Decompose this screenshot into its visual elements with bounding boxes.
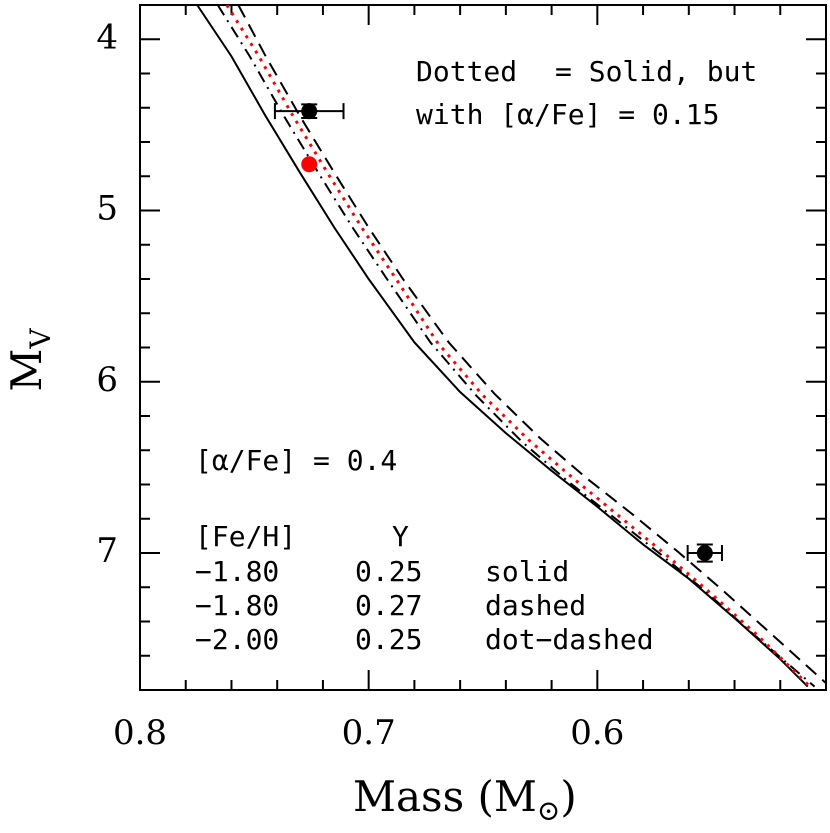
table-cell: dot−dashed — [485, 623, 654, 656]
annotation: [α/Fe] = 0.4 — [195, 444, 397, 477]
series-line — [216, 4, 816, 688]
y-tick-label: 6 — [96, 360, 118, 400]
x-tick-label: 0.7 — [342, 713, 396, 753]
y-tick-label: 4 — [96, 17, 118, 57]
table-cell: dashed — [485, 589, 586, 622]
data-point — [696, 545, 713, 561]
table-cell: 0.25 — [355, 555, 422, 588]
data-point — [301, 156, 318, 173]
series-line — [196, 4, 809, 688]
y-tick-label: 7 — [96, 531, 118, 571]
annotation: with [α/Fe] = 0.15 — [416, 98, 719, 131]
x-axis-label: Mass (M⊙) — [353, 772, 577, 827]
x-tick-label: 0.8 — [113, 713, 167, 753]
annotation: = Solid, but — [555, 55, 757, 88]
y-axis-label: MV — [2, 328, 57, 392]
table-cell: −1.80 — [195, 589, 279, 622]
table-cell: −2.00 — [195, 623, 279, 656]
table-cell: 0.25 — [355, 623, 422, 656]
table-cell: 0.27 — [355, 589, 422, 622]
y-tick-label: 5 — [96, 189, 118, 229]
annotation: Dotted — [416, 55, 517, 88]
x-tick-label: 0.6 — [570, 713, 624, 753]
data-point — [301, 103, 318, 120]
series-line — [237, 4, 827, 684]
table-header: Y — [392, 520, 409, 553]
table-header: [Fe/H] — [195, 520, 296, 553]
table-cell: solid — [485, 555, 569, 588]
table-cell: −1.80 — [195, 555, 279, 588]
